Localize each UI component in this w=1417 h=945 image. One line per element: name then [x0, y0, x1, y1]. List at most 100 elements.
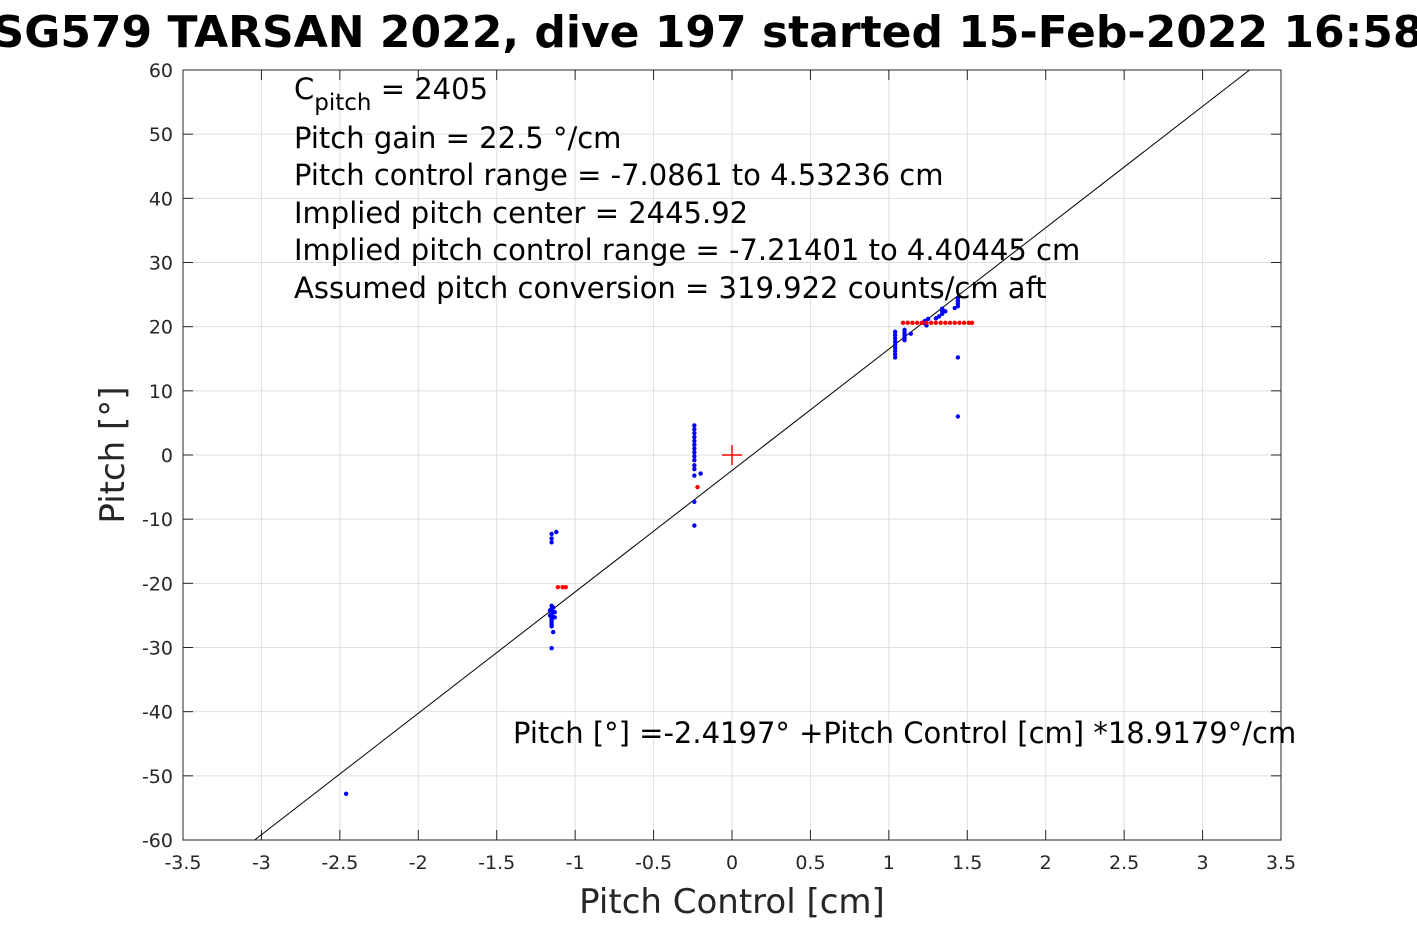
observed-point — [892, 352, 898, 357]
expected-point — [910, 320, 915, 326]
observed-point — [955, 414, 961, 419]
expected-point — [966, 320, 972, 326]
observed-point — [549, 536, 554, 541]
expected-point — [900, 320, 906, 326]
observed-point — [547, 608, 553, 613]
expected-point — [938, 320, 943, 326]
observed-point — [955, 355, 961, 360]
observed-point — [939, 306, 945, 311]
expected-point — [943, 320, 948, 326]
x-axis-label: Pitch Control [cm] — [579, 882, 885, 922]
observed-point — [692, 463, 697, 468]
expected-point — [961, 320, 967, 326]
center-marker — [722, 445, 742, 465]
implied-center-annotation: Implied pitch center = 2445.92 — [294, 196, 748, 230]
observed-point — [692, 523, 697, 528]
expected-point — [969, 320, 975, 326]
y-tick-label: 10 — [149, 381, 173, 403]
x-tick-label: 3.5 — [1266, 852, 1296, 874]
x-tick-label: 0 — [726, 852, 738, 874]
observed-point — [892, 342, 898, 347]
observed-point — [552, 615, 557, 620]
expected-point — [919, 320, 924, 326]
observed-point — [692, 466, 697, 472]
expected-point — [952, 320, 957, 326]
observed-point — [549, 540, 554, 545]
observed-point — [692, 434, 697, 440]
observed-point — [698, 471, 703, 476]
c-pitch-subscript: pitch — [314, 90, 371, 116]
observed-point — [908, 331, 914, 336]
observed-point — [549, 645, 554, 651]
x-tick-label: -1.5 — [478, 852, 515, 874]
observed-point — [692, 423, 697, 428]
c-pitch-annotation: Cpitch = 2405 — [294, 72, 488, 116]
observed-point — [892, 355, 898, 360]
y-tick-label: -30 — [142, 638, 173, 660]
y-tick-label: 50 — [149, 124, 173, 146]
c-pitch-value: = 2405 — [371, 72, 488, 106]
x-tick-label: 2.5 — [1109, 852, 1139, 874]
x-tick-label: -2.5 — [321, 852, 358, 874]
expected-point — [914, 320, 920, 326]
expected-point — [555, 584, 561, 590]
y-axis-label: Pitch [°] — [93, 386, 133, 523]
y-tick-label: 20 — [149, 317, 173, 339]
observed-point — [552, 610, 557, 615]
x-tick-label: -0.5 — [635, 852, 672, 874]
y-tick-label: 40 — [149, 188, 173, 210]
y-tick-label: 30 — [149, 253, 173, 275]
axis-ticks: -3.5 -3 -2.5 -2 -1.5 -1 -0.5 0 0.5 1 1.5 2 2.5 3 3.5 -6… — [142, 60, 1296, 874]
x-tick-label: 0.5 — [795, 852, 825, 874]
c-pitch-label: C — [294, 72, 314, 106]
x-tick-label: -1 — [566, 852, 585, 874]
y-tick-label: 0 — [161, 445, 173, 467]
x-tick-label: 2 — [1040, 852, 1052, 874]
x-tick-label: 3 — [1197, 852, 1209, 874]
observed-point — [955, 296, 961, 301]
observed-point — [943, 309, 948, 314]
observed-point — [692, 430, 697, 436]
y-tick-label: -40 — [142, 702, 173, 724]
fit-line — [254, 69, 1250, 841]
observed-point — [692, 438, 697, 444]
observed-point — [692, 450, 697, 455]
observed-point — [692, 457, 697, 463]
y-tick-label: -60 — [142, 830, 173, 852]
observed-point — [892, 329, 898, 334]
observed-point — [692, 473, 697, 478]
y-tick-label: -20 — [142, 573, 173, 595]
fit-equation-annotation: Pitch [°] =-2.4197° +Pitch Control [cm] … — [513, 716, 1296, 750]
annotation-block: Cpitch = 2405 Pitch gain = 22.5 °/cm Pit… — [294, 72, 1080, 305]
y-tick-label: 60 — [149, 60, 173, 82]
y-tick-label: -50 — [142, 766, 173, 788]
implied-range-annotation: Implied pitch control range = -7.21401 t… — [294, 233, 1080, 267]
observed-point — [554, 529, 559, 535]
observed-point — [692, 427, 697, 432]
observed-point — [343, 791, 349, 796]
assumed-conversion-annotation: Assumed pitch conversion = 319.922 count… — [294, 271, 1047, 305]
pitch-gain-annotation: Pitch gain = 22.5 °/cm — [294, 121, 621, 155]
x-tick-label: 1 — [883, 852, 895, 874]
observed-point — [902, 327, 907, 333]
observed-point — [550, 605, 556, 610]
x-tick-label: -2 — [409, 852, 428, 874]
observed-point — [892, 336, 898, 341]
expected-point — [957, 320, 962, 326]
expected-point — [929, 320, 934, 326]
expected-point — [905, 320, 910, 326]
observed-point — [692, 499, 697, 505]
observed-point — [892, 348, 898, 354]
y-tick-label: -10 — [142, 509, 173, 531]
observed-point — [892, 345, 898, 351]
x-tick-label: -3 — [252, 852, 271, 874]
observed-point — [547, 613, 553, 618]
control-range-annotation: Pitch control range = -7.0861 to 4.53236… — [294, 158, 943, 192]
x-tick-label: -3.5 — [164, 852, 201, 874]
plot-frame — [182, 69, 1282, 841]
observed-point — [549, 531, 554, 537]
observed-point — [692, 442, 697, 447]
expected-point — [933, 320, 939, 326]
observed-point — [550, 629, 556, 635]
